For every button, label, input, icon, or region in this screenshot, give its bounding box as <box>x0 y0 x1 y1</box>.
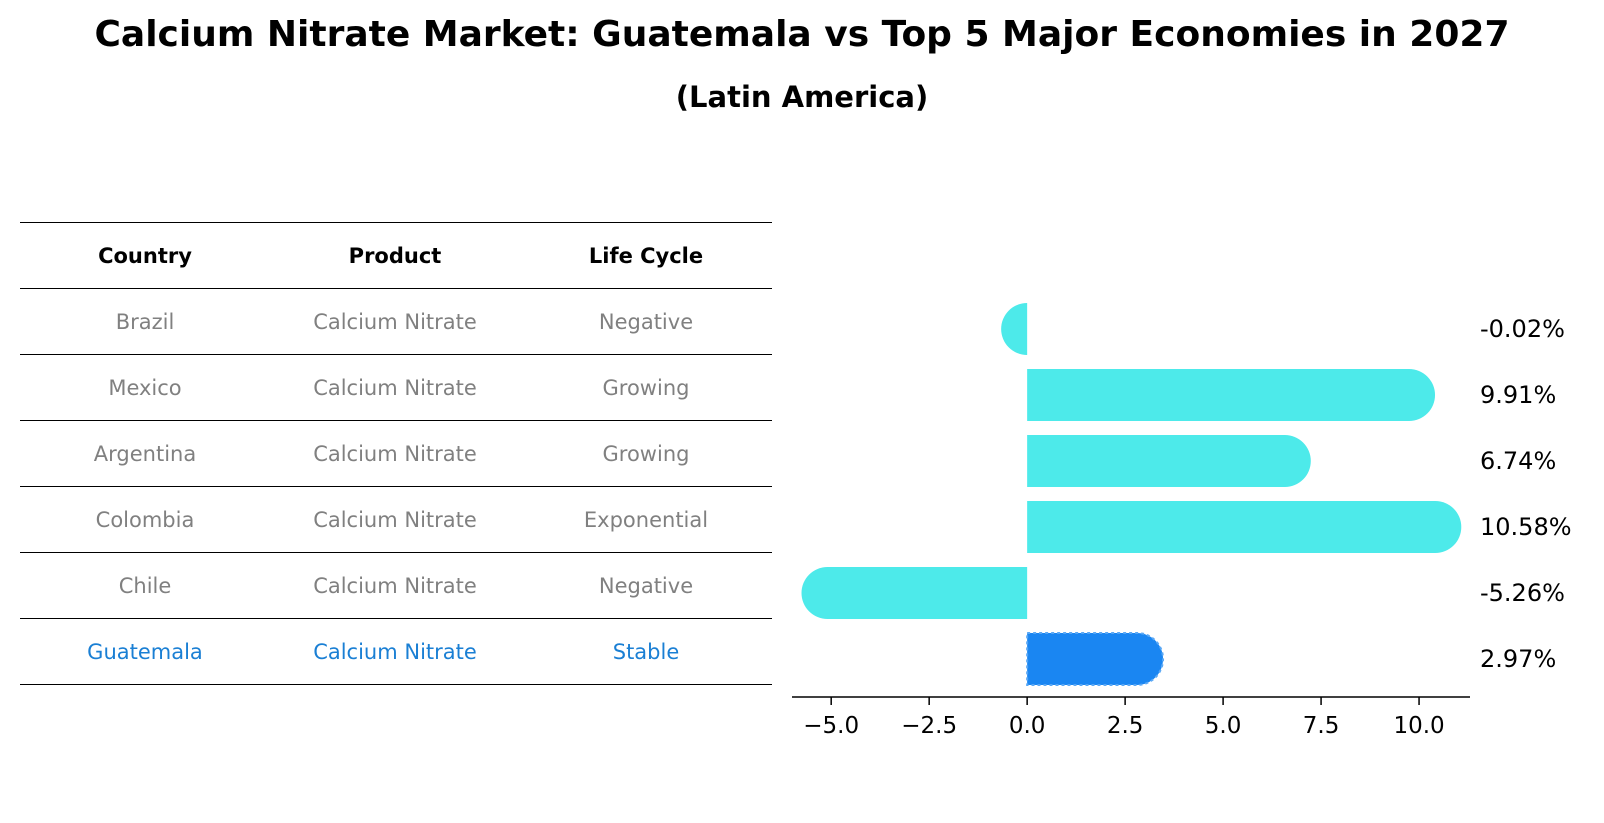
x-tick-label: −2.5 <box>901 713 957 739</box>
data-label: -5.26% <box>1480 579 1565 607</box>
chart-title: Calcium Nitrate Market: Guatemala vs Top… <box>94 14 1510 55</box>
product-cell: Calcium Nitrate <box>270 288 520 355</box>
data-label: -0.02% <box>1480 315 1565 343</box>
country-cell: Brazil <box>20 288 270 355</box>
x-tick-label: 2.5 <box>1107 713 1144 739</box>
x-tick-label: −5.0 <box>803 713 859 739</box>
product-cell: Calcium Nitrate <box>270 420 520 487</box>
life-cycle-cell: Stable <box>520 618 772 685</box>
x-tick-label: 0.0 <box>1009 713 1046 739</box>
data-label: 10.58% <box>1480 513 1572 541</box>
life-cycle-cell: Exponential <box>520 486 772 553</box>
table-row-highlight: Guatemala Calcium Nitrate Stable <box>20 618 772 685</box>
product-cell: Calcium Nitrate <box>270 552 520 619</box>
x-tick-label: 7.5 <box>1303 713 1340 739</box>
table-row: Chile Calcium Nitrate Negative <box>20 552 772 619</box>
country-cell: Colombia <box>20 486 270 553</box>
bar <box>1027 501 1462 553</box>
country-cell: Guatemala <box>20 618 270 685</box>
data-label: 6.74% <box>1480 447 1556 475</box>
header-product: Product <box>270 222 520 289</box>
country-cell: Argentina <box>20 420 270 487</box>
table-header-row: Country Product Life Cycle <box>20 222 772 289</box>
table-row: Argentina Calcium Nitrate Growing <box>20 420 772 487</box>
bar <box>1027 369 1436 421</box>
life-cycle-cell: Negative <box>520 552 772 619</box>
table-row: Brazil Calcium Nitrate Negative <box>20 288 772 355</box>
life-cycle-cell: Negative <box>520 288 772 355</box>
chart-subtitle: (Latin America) <box>675 80 929 114</box>
product-cell: Calcium Nitrate <box>270 486 520 553</box>
table-row: Mexico Calcium Nitrate Growing <box>20 354 772 421</box>
header-country: Country <box>20 222 270 289</box>
life-cycle-cell: Growing <box>520 354 772 421</box>
product-cell: Calcium Nitrate <box>270 354 520 421</box>
table-row: Colombia Calcium Nitrate Exponential <box>20 486 772 553</box>
country-cell: Chile <box>20 552 270 619</box>
bar <box>1001 303 1028 355</box>
bar <box>801 567 1028 619</box>
x-tick-label: 10.0 <box>1393 713 1444 739</box>
life-cycle-cell: Growing <box>520 420 772 487</box>
data-label: 2.97% <box>1480 645 1556 673</box>
market-table: Country Product Life Cycle Brazil Calciu… <box>20 222 772 685</box>
header-life-cycle: Life Cycle <box>520 222 772 289</box>
x-tick-label: 5.0 <box>1205 713 1242 739</box>
highlight-bar <box>1026 632 1165 686</box>
bar <box>1027 435 1311 487</box>
country-cell: Mexico <box>20 354 270 421</box>
product-cell: Calcium Nitrate <box>270 618 520 685</box>
data-label: 9.91% <box>1480 381 1556 409</box>
